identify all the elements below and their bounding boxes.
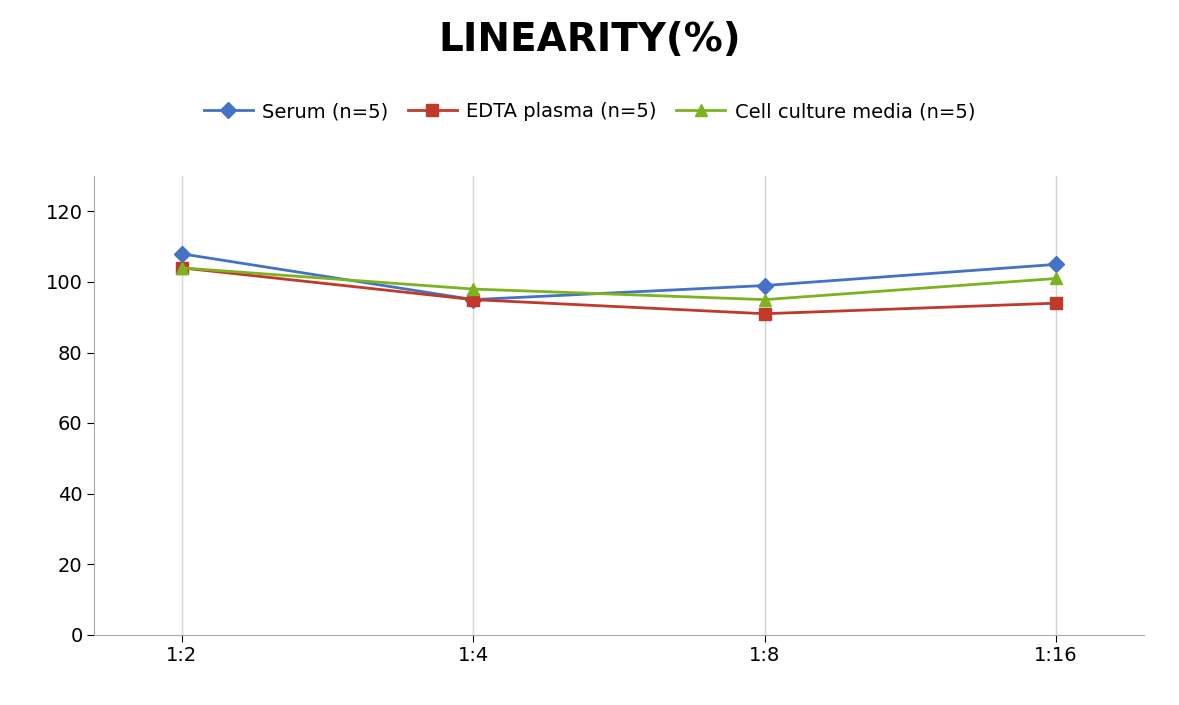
Serum (n=5) [466,295,480,304]
Line: Serum (n=5): Serum (n=5) [176,248,1062,305]
Cell culture media (n=5) [466,285,480,293]
Line: EDTA plasma (n=5): EDTA plasma (n=5) [176,262,1062,319]
EDTA plasma (n=5) [466,295,480,304]
Serum (n=5) [174,250,189,258]
Cell culture media (n=5) [758,295,772,304]
Serum (n=5) [758,281,772,290]
Serum (n=5) [1049,260,1063,269]
Line: Cell culture media (n=5): Cell culture media (n=5) [176,262,1062,305]
Cell culture media (n=5) [174,264,189,272]
EDTA plasma (n=5) [174,264,189,272]
Legend: Serum (n=5), EDTA plasma (n=5), Cell culture media (n=5): Serum (n=5), EDTA plasma (n=5), Cell cul… [196,94,983,129]
Cell culture media (n=5) [1049,274,1063,283]
EDTA plasma (n=5) [758,309,772,318]
EDTA plasma (n=5) [1049,299,1063,307]
Text: LINEARITY(%): LINEARITY(%) [439,21,740,59]
